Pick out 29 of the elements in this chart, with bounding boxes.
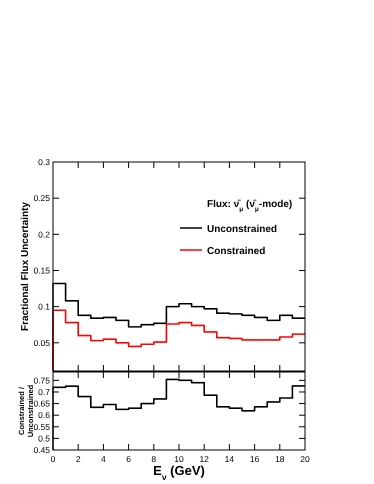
y-tick-label: 0.25 xyxy=(33,193,50,204)
y-tick-label: 0.5 xyxy=(38,433,50,444)
x-tick-label: 6 xyxy=(126,454,132,464)
y-tick-label: 0.3 xyxy=(38,157,50,167)
x-tick-label: 2 xyxy=(76,454,81,464)
x-tick-label: 4 xyxy=(101,454,106,464)
y-tick-label: 0.7 xyxy=(38,386,50,397)
y-axis-title: Fractional Flux Uncertainty xyxy=(20,202,31,331)
x-axis-title: E$_{ν}$ (GeV) xyxy=(153,463,205,482)
x-tick-label: 10 xyxy=(174,454,184,464)
y-tick-label: 0.55 xyxy=(33,422,50,432)
y-tick-label: 0.75 xyxy=(33,375,50,386)
y-tick-label: 0.05 xyxy=(33,338,50,348)
y-tick-label: 0.15 xyxy=(33,265,50,276)
x-tick-label: 18 xyxy=(275,454,285,464)
x-tick-label: 0 xyxy=(50,454,56,464)
y-tick-label: 0.65 xyxy=(33,398,50,409)
x-tick-label: 14 xyxy=(224,454,234,464)
y-tick-label: 0.6 xyxy=(38,410,50,420)
x-tick-label: 16 xyxy=(250,454,260,464)
legend-label: Constrained xyxy=(207,246,266,257)
y-tick-label: 0.45 xyxy=(33,445,50,455)
legend-title: Flux: ν̄$_{μ}$ (ν̄$_{μ}$-mode) xyxy=(207,199,292,212)
y-tick-label: 0.2 xyxy=(38,229,50,240)
y-tick-label: 0.1 xyxy=(38,302,50,312)
legend-label: Unconstrained xyxy=(207,224,278,235)
x-tick-label: 20 xyxy=(300,454,310,464)
x-tick-label: 8 xyxy=(151,454,156,464)
x-tick-label: 12 xyxy=(199,454,210,464)
